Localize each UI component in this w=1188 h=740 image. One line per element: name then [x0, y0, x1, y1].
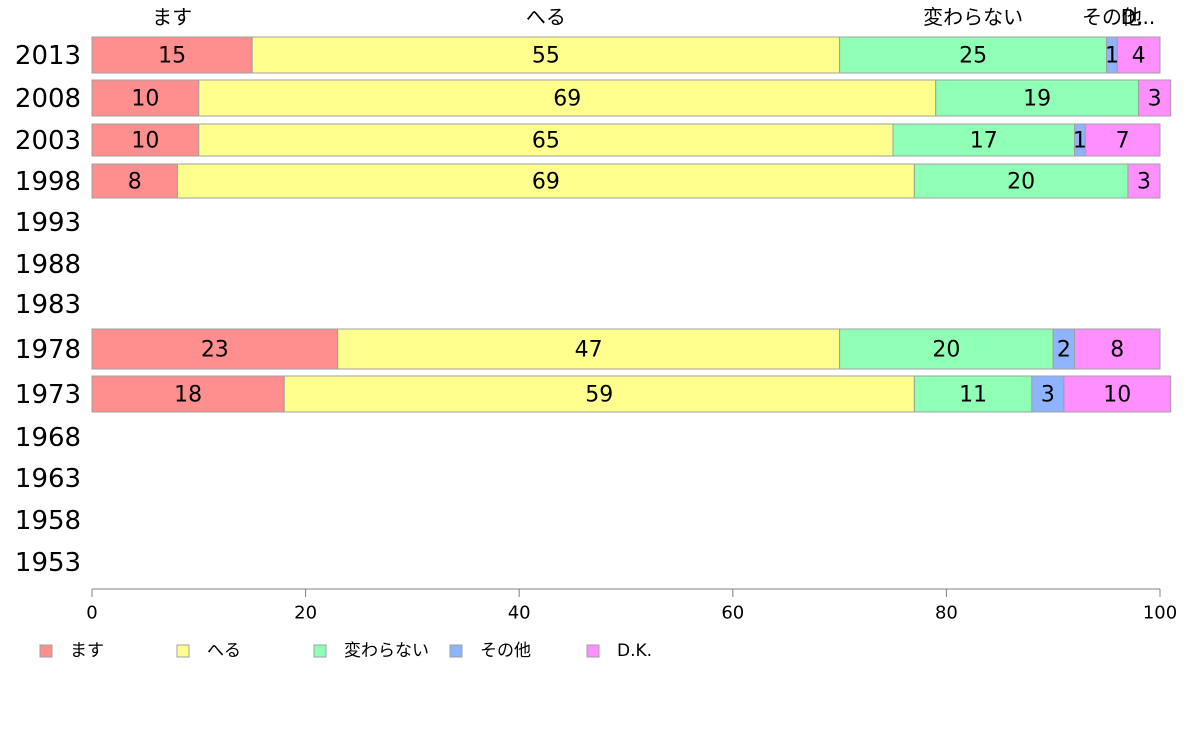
- legend-label: へる: [207, 641, 241, 661]
- bar-segment: [251, 36, 841, 74]
- bar-value-label: 15: [158, 44, 186, 69]
- bar-value-label: 19: [1023, 87, 1051, 112]
- x-tick-label: 100: [1143, 603, 1177, 624]
- year-label: 2008: [15, 84, 81, 114]
- bar-value-label: 23: [201, 338, 229, 363]
- year-axis-labels: 2013 2008 2003 1998 1993 1988 1983 1978 1973 1968…: [15, 41, 81, 578]
- series-top-label: D...: [1121, 5, 1155, 29]
- bar-value-label: 20: [932, 338, 960, 363]
- year-label: 1958: [15, 506, 81, 536]
- bar-segment: [913, 163, 1129, 199]
- bar-value-label: 55: [532, 44, 560, 69]
- year-label: 2003: [15, 126, 81, 156]
- bar-segment: [283, 375, 915, 413]
- bar-segment: [91, 79, 200, 117]
- bar-value-label: 69: [553, 87, 581, 112]
- legend-swatch: [39, 644, 53, 658]
- bar-value-label: 11: [959, 383, 987, 408]
- bar-value-label: 20: [1007, 170, 1035, 195]
- series-top-labels: ます へる 変わらない その他D...: [152, 5, 1155, 29]
- bar-value-label: 69: [532, 170, 560, 195]
- bar-value-label: 10: [131, 129, 159, 154]
- bar-value-label: 18: [174, 383, 202, 408]
- bar-segment: [1074, 328, 1161, 370]
- legend-swatch: [586, 644, 600, 658]
- series-top-label: ます: [152, 5, 192, 29]
- bar-segment: [176, 163, 915, 199]
- x-tick-label: 60: [721, 603, 744, 624]
- bar-value-label: 25: [959, 44, 987, 69]
- legend-item: その他: [449, 641, 531, 661]
- bar-segment: [1127, 163, 1161, 199]
- bar-segment: [91, 36, 253, 74]
- legend-item: 変わらない: [313, 641, 429, 661]
- bar-segment: [892, 123, 1076, 157]
- year-label: 1973: [15, 380, 81, 410]
- year-label: 1978: [15, 335, 81, 365]
- bar-value-label: 3: [1137, 170, 1151, 195]
- bar-segment: [839, 328, 1054, 370]
- bar-segment: [91, 375, 285, 413]
- bar-value-label: 47: [575, 338, 603, 363]
- bar-value-label: 2: [1057, 338, 1071, 363]
- year-label: 1988: [15, 250, 81, 280]
- bar-value-label: 4: [1132, 44, 1146, 69]
- legend-label: 変わらない: [344, 641, 429, 661]
- bar-segment: [935, 79, 1140, 117]
- series-top-label: その他: [1082, 5, 1142, 29]
- legend-label: ます: [70, 641, 104, 661]
- bar-value-label: 1: [1073, 129, 1087, 154]
- bar-segment: [839, 36, 1108, 74]
- bar-segment: [1138, 79, 1172, 117]
- legend-item: へる: [176, 641, 241, 661]
- bar-segment: [198, 123, 894, 157]
- bar-value-label: 3: [1148, 87, 1162, 112]
- legend-label: その他: [480, 641, 531, 661]
- bar-segment: [1084, 123, 1161, 157]
- bar-value-label: 10: [131, 87, 159, 112]
- year-label: 1993: [15, 208, 81, 238]
- series-top-label: 変わらない: [923, 5, 1023, 29]
- bar-segment: [337, 328, 841, 370]
- year-label: 1998: [15, 167, 81, 197]
- year-label: 2013: [15, 41, 81, 71]
- bar-segment: [198, 79, 937, 117]
- legend: ます へる 変わらない その他 D.K.: [39, 641, 652, 661]
- legend-label: D.K.: [617, 641, 652, 661]
- x-axis: 0 20 40 60 80 100: [86, 588, 1177, 624]
- legend-swatch: [313, 644, 327, 658]
- x-tick-label: 40: [508, 603, 531, 624]
- year-label: 1953: [15, 548, 81, 578]
- bar-segment: [91, 123, 200, 157]
- bar-value-label: 59: [585, 383, 613, 408]
- bar-value-label: 1: [1105, 44, 1119, 69]
- legend-swatch: [449, 644, 463, 658]
- bar-segment: [913, 375, 1033, 413]
- bar-segment: [91, 163, 178, 199]
- bar-value-label: 8: [128, 170, 142, 195]
- bars-layer: [91, 36, 1172, 413]
- bar-value-labels: 15 55 25 1 410 69 19 310 65 17 1 78 69 20 323 47 20 2 818 5…: [128, 44, 1162, 408]
- bar-segment: [1063, 375, 1172, 413]
- legend-item: ます: [39, 641, 104, 661]
- year-label: 1983: [15, 290, 81, 320]
- x-tick-label: 20: [294, 603, 317, 624]
- legend-swatch: [176, 644, 190, 658]
- bar-segment: [1116, 36, 1161, 74]
- bar-value-label: 10: [1103, 383, 1131, 408]
- x-tick-label: 0: [86, 603, 97, 624]
- bar-value-label: 65: [532, 129, 560, 154]
- year-label: 1968: [15, 423, 81, 453]
- bar-value-label: 17: [970, 129, 998, 154]
- bar-segment: [91, 328, 339, 370]
- x-tick-label: 80: [935, 603, 958, 624]
- bar-value-label: 7: [1116, 129, 1130, 154]
- bar-value-label: 3: [1041, 383, 1055, 408]
- bar-value-label: 8: [1110, 338, 1124, 363]
- year-label: 1963: [15, 464, 81, 494]
- series-top-label: へる: [526, 5, 566, 29]
- legend-item: D.K.: [586, 641, 652, 661]
